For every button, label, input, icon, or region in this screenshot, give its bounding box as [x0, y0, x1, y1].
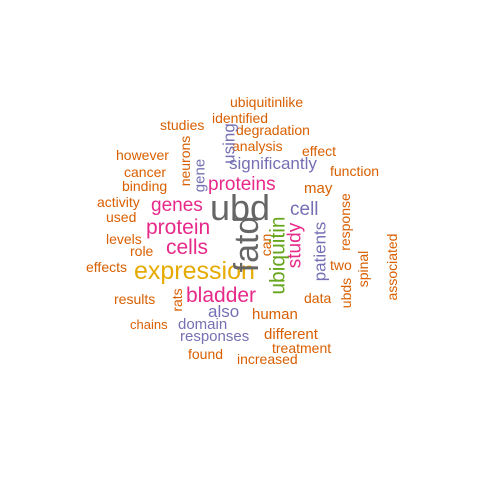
word-binding: binding: [122, 178, 168, 194]
word-human: human: [252, 306, 298, 323]
word-neurons: neurons: [177, 135, 193, 187]
word-increased: increased: [237, 351, 298, 367]
word-ubds: ubds: [338, 277, 354, 309]
word-significantly: significantly: [229, 154, 317, 173]
word-response: response: [337, 193, 353, 251]
word-however: however: [116, 147, 169, 163]
word-used: used: [106, 209, 137, 225]
word-studies: studies: [160, 117, 205, 133]
word-also: also: [208, 302, 240, 321]
word-responses: responses: [180, 328, 250, 345]
word-role: role: [130, 243, 154, 259]
word-different: different: [264, 326, 318, 343]
word-cell: cell: [290, 199, 319, 220]
word-identified: identified: [212, 110, 269, 126]
word-associated: associated: [384, 233, 400, 301]
word-levels: levels: [106, 231, 142, 247]
word-proteins: proteins: [208, 174, 276, 195]
word-found: found: [188, 346, 224, 362]
word-results: results: [114, 291, 156, 307]
word-bladder: bladder: [186, 284, 257, 307]
word-patients: patients: [310, 221, 330, 282]
word-rats: rats: [169, 288, 185, 312]
word-effect: effect: [302, 143, 336, 159]
word-function: function: [330, 163, 380, 179]
word-protein: protein: [146, 216, 211, 239]
word-analysis: analysis: [232, 138, 283, 154]
word-expression: expression: [134, 257, 255, 285]
word-using: using: [219, 123, 239, 164]
word-cancer: cancer: [124, 164, 167, 180]
word-spinal: spinal: [355, 250, 371, 288]
word-treatment: treatment: [272, 340, 332, 356]
word-genes: genes: [151, 195, 203, 216]
word-may: may: [304, 180, 333, 197]
word-ubd: ubd: [210, 187, 271, 228]
word-degradation: degradation: [236, 122, 310, 138]
word-cells: cells: [166, 236, 209, 259]
word-effects: effects: [86, 259, 127, 275]
word-chains: chains: [130, 317, 168, 332]
word-activity: activity: [97, 194, 140, 210]
word-data: data: [304, 290, 332, 306]
word-ubiquitinlike: ubiquitinlike: [230, 94, 304, 110]
word-gene: gene: [191, 158, 209, 193]
word-two: two: [330, 257, 352, 273]
word-domain: domain: [178, 316, 228, 333]
word-ubiquitin: ubiquitin: [266, 216, 290, 295]
